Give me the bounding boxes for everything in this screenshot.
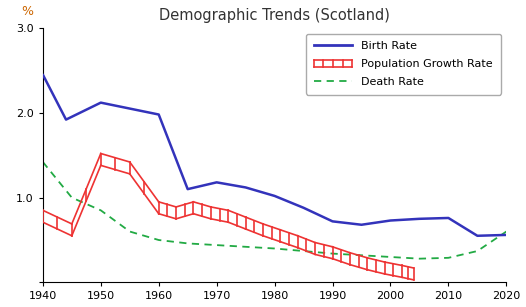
Title: Demographic Trends (Scotland): Demographic Trends (Scotland) xyxy=(159,8,390,23)
Text: %: % xyxy=(22,5,34,18)
Legend: Birth Rate, Population Growth Rate, Death Rate: Birth Rate, Population Growth Rate, Deat… xyxy=(306,33,501,95)
